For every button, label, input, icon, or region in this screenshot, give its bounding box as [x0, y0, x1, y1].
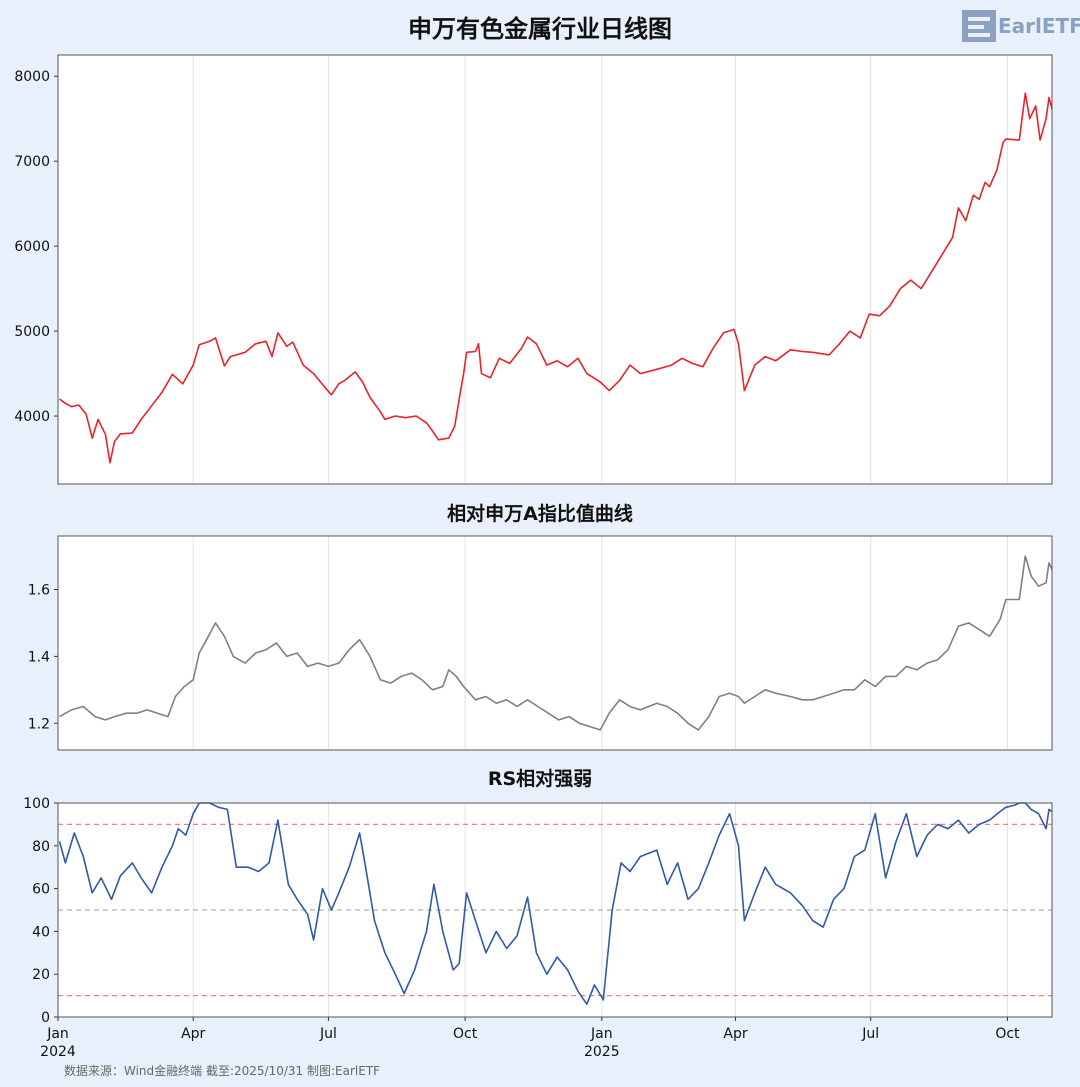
y-tick-label: 5000 — [14, 324, 50, 340]
y-tick-label: 1.2 — [28, 716, 50, 732]
series-line — [59, 92, 1053, 464]
x-tick-year-label: 2024 — [40, 1044, 76, 1060]
source-note: 数据来源：Wind金融终端 截至:2025/10/31 制图:EarlETF — [64, 1063, 380, 1078]
y-tick-label: 1.4 — [28, 649, 50, 665]
x-tick-label: Jul — [319, 1026, 337, 1042]
series-line — [58, 802, 1053, 1005]
y-tick-label: 6000 — [14, 239, 50, 255]
x-tick-label: Jan — [46, 1026, 69, 1042]
x-tick-label: Oct — [453, 1026, 478, 1042]
chart-panel-2: 相对申万A指比值曲线 1.2 1.4 1.6 — [28, 502, 1053, 751]
logo-text: EarlETF — [998, 14, 1080, 38]
y-tick-label: 1.6 — [28, 583, 50, 599]
x-tick-label: Apr — [723, 1026, 747, 1042]
plot-area — [58, 536, 1052, 750]
y-tick-label: 40 — [32, 924, 50, 940]
chart-title: 申万有色金属行业日线图 — [408, 15, 672, 43]
chart-panel-3: RS相对强弱 0 20 40 60 80 100 Jan 2024 Apr Jul Oct Jan 202… — [23, 767, 1053, 1060]
x-tick-label: Oct — [995, 1026, 1020, 1042]
y-tick-label: 4000 — [14, 409, 50, 425]
etf-logo: EarlETF — [962, 10, 1080, 42]
y-tick-label: 20 — [32, 967, 50, 983]
y-tick-label: 100 — [23, 796, 50, 812]
x-tick-year-label: 2025 — [584, 1044, 620, 1060]
chart-panels: 申万有色金属行业日线图 4000 5000 6000 7000 8000 相对申万A指比值曲… — [14, 15, 1053, 1060]
x-tick-label: Jul — [861, 1026, 879, 1042]
y-tick-label: 60 — [32, 882, 50, 898]
y-tick-label: 0 — [41, 1010, 50, 1026]
y-tick-label: 80 — [32, 839, 50, 855]
plot-frame — [57, 535, 1053, 751]
plot-frame — [57, 802, 1053, 1018]
plot-frame — [57, 54, 1053, 485]
x-tick-label: Apr — [181, 1026, 205, 1042]
chart-panel-1: 申万有色金属行业日线图 4000 5000 6000 7000 8000 — [14, 15, 1053, 485]
x-tick-label: Jan — [590, 1026, 613, 1042]
chart-title: RS相对强弱 — [488, 767, 592, 790]
chart-title: 相对申万A指比值曲线 — [447, 502, 633, 525]
series-line — [59, 555, 1053, 731]
y-tick-label: 7000 — [14, 154, 50, 170]
plot-area — [58, 55, 1052, 484]
y-tick-label: 8000 — [14, 69, 50, 85]
